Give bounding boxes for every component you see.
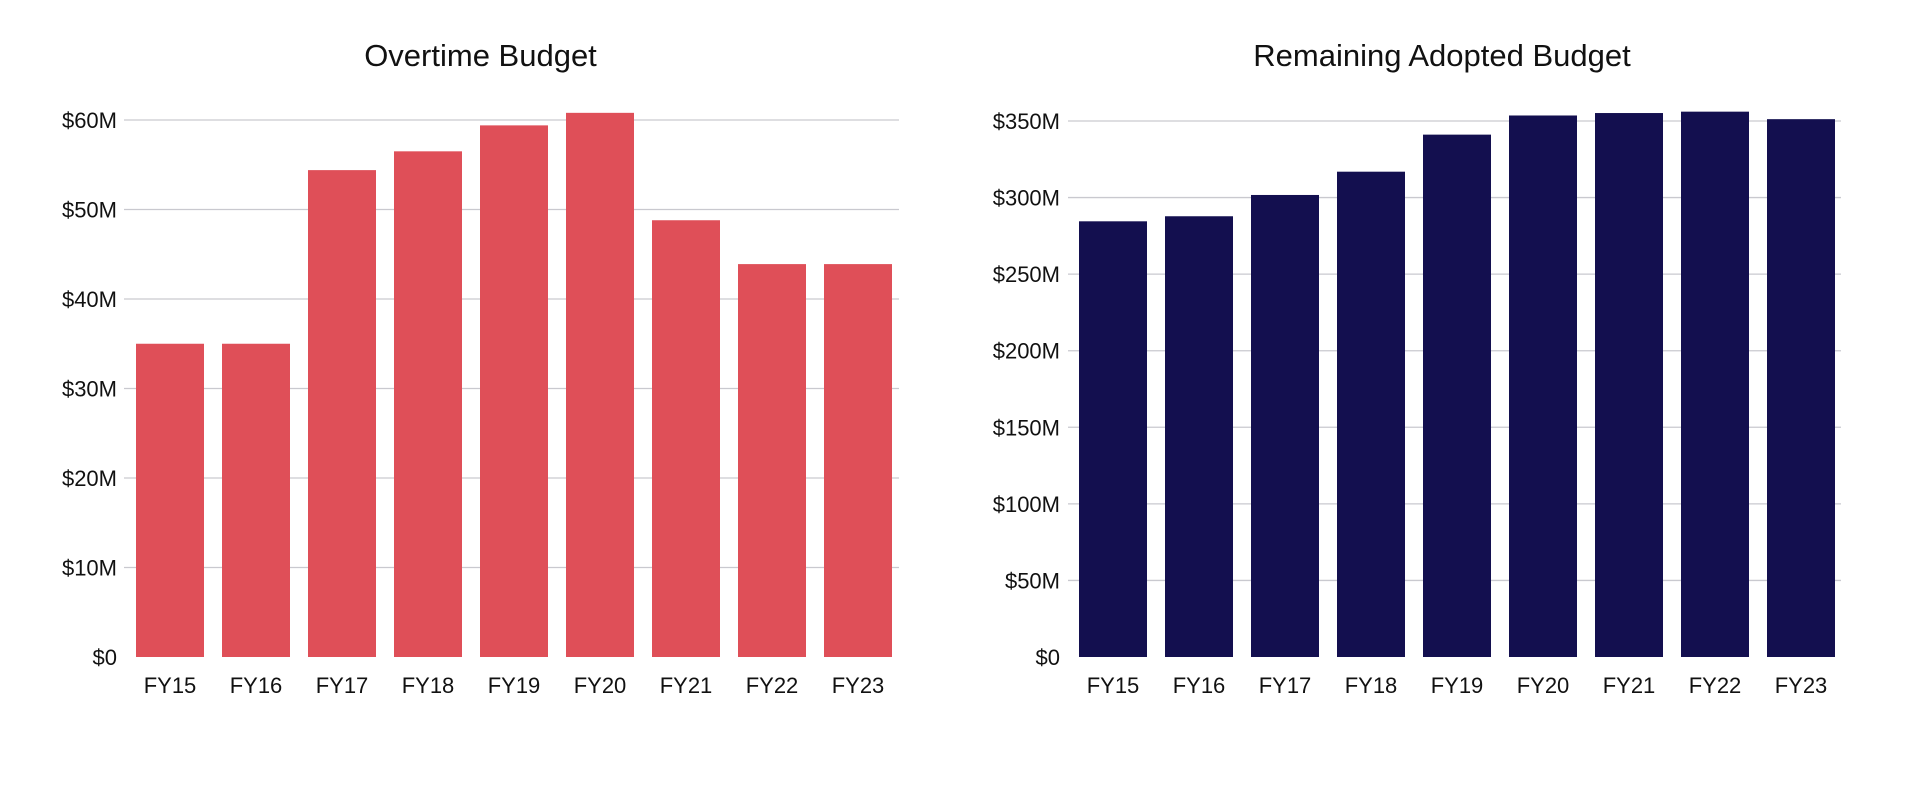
x-tick-label: FY15: [144, 673, 197, 698]
x-tick-label: FY20: [574, 673, 627, 698]
bar: [394, 151, 462, 657]
bar: [1767, 119, 1835, 657]
bar: [1251, 194, 1319, 657]
y-tick-label: $10M: [62, 556, 117, 581]
y-tick-label: $40M: [62, 287, 117, 312]
x-tick-label: FY21: [660, 673, 713, 698]
x-tick-label: FY17: [316, 673, 369, 698]
y-tick-label: $100M: [993, 492, 1060, 517]
x-tick-label: FY18: [402, 673, 455, 698]
bar: [1079, 221, 1147, 657]
y-tick-label: $30M: [62, 377, 117, 402]
overtime-budget-chart: Overtime Budget $0 $10M $20M $30M $40M $50M $6…: [0, 0, 961, 788]
x-tick-label: FY16: [1173, 673, 1226, 698]
bar: [222, 343, 290, 657]
chart-title: Remaining Adopted Budget: [1253, 38, 1631, 73]
bar: [652, 220, 720, 658]
bar: [1423, 134, 1491, 658]
y-tick-label: $50M: [1005, 568, 1060, 593]
x-tick-label: FY23: [832, 673, 885, 698]
remaining-adopted-budget-plot: $0 $50M $100M $150M $200M $250M $300M $350M FY15…: [993, 109, 1841, 698]
bar: [1595, 113, 1663, 658]
overtime-budget-plot: $0 $10M $20M $30M $40M $50M $60M FY15 FY16 FY17 FY…: [62, 108, 899, 698]
bar: [1165, 216, 1233, 657]
y-tick-label: $150M: [993, 415, 1060, 440]
y-tick-label: $350M: [993, 109, 1060, 134]
x-tick-label: FY22: [746, 673, 799, 698]
y-tick-label: $250M: [993, 262, 1060, 287]
x-tick-label: FY23: [1775, 673, 1828, 698]
chart-title: Overtime Budget: [364, 38, 597, 73]
y-tick-label: $60M: [62, 108, 117, 133]
x-tick-label: FY20: [1517, 673, 1570, 698]
bar: [566, 112, 634, 658]
bar: [1681, 111, 1749, 658]
x-tick-label: FY19: [488, 673, 541, 698]
x-tick-label: FY21: [1603, 673, 1656, 698]
remaining-adopted-budget-chart: Remaining Adopted Budget $0 $50M $100M $150…: [961, 0, 1923, 788]
x-tick-label: FY16: [230, 673, 283, 698]
x-tick-label: FY17: [1259, 673, 1312, 698]
bar: [136, 343, 204, 657]
x-tick-label: FY18: [1345, 673, 1398, 698]
y-tick-label: $0: [1036, 645, 1060, 670]
bar: [480, 125, 548, 658]
y-tick-label: $50M: [62, 198, 117, 223]
bar: [308, 170, 376, 657]
y-tick-label: $200M: [993, 339, 1060, 364]
x-tick-label: FY15: [1087, 673, 1140, 698]
x-tick-label: FY19: [1431, 673, 1484, 698]
bar: [738, 264, 806, 657]
y-tick-label: $0: [93, 645, 117, 670]
bar: [1337, 171, 1405, 657]
y-tick-label: $20M: [62, 466, 117, 491]
bar: [1509, 115, 1577, 657]
x-tick-label: FY22: [1689, 673, 1742, 698]
y-tick-label: $300M: [993, 186, 1060, 211]
bar: [824, 264, 892, 657]
